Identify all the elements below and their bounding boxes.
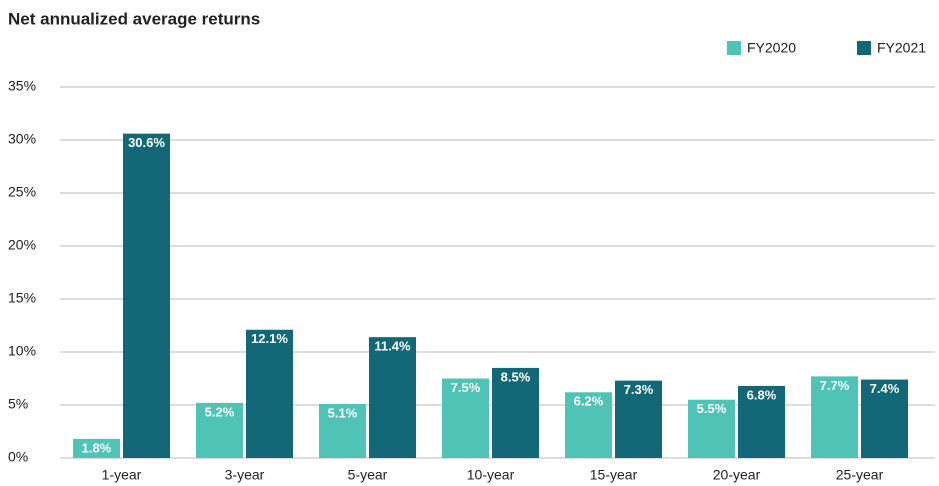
data-label: 5.5% (697, 401, 727, 416)
bar (319, 403, 366, 458)
bar (73, 438, 120, 458)
data-label: 6.2% (574, 394, 604, 409)
x-tick-label: 20-year (713, 467, 761, 483)
bar (615, 380, 662, 458)
y-tick-label: 30% (8, 131, 36, 147)
data-label: 7.3% (624, 382, 654, 397)
bar (369, 337, 416, 458)
bar (492, 367, 539, 458)
data-label: 12.1% (251, 331, 288, 346)
x-tick-label: 1-year (102, 467, 142, 483)
data-label: 7.7% (820, 378, 850, 393)
data-label: 7.4% (870, 381, 900, 396)
bar (688, 399, 735, 458)
legend-label: FY2021 (877, 40, 926, 56)
data-label: 30.6% (128, 135, 165, 150)
data-label: 11.4% (374, 339, 411, 354)
x-tick-label: 25-year (836, 467, 884, 483)
x-tick-label: 10-year (467, 467, 515, 483)
data-label: 5.2% (205, 404, 235, 419)
bar (123, 133, 170, 458)
y-tick-label: 35% (8, 78, 36, 94)
y-tick-label: 25% (8, 184, 36, 200)
x-tick-label: 5-year (348, 467, 388, 483)
legend-swatch (857, 41, 871, 55)
y-tick-label: 0% (8, 449, 28, 465)
y-tick-label: 15% (8, 290, 36, 306)
data-label: 7.5% (451, 380, 481, 395)
bar (861, 379, 908, 458)
y-tick-label: 5% (8, 396, 28, 412)
data-label: 1.8% (82, 440, 112, 455)
bar (196, 402, 243, 458)
data-label: 5.1% (328, 405, 358, 420)
bar (565, 392, 612, 458)
legend-label: FY2020 (747, 40, 796, 56)
legend-swatch (727, 41, 741, 55)
bar (246, 329, 293, 458)
x-tick-label: 3-year (225, 467, 265, 483)
x-tick-label: 15-year (590, 467, 638, 483)
bar (738, 385, 785, 458)
bar (811, 376, 858, 458)
chart-title: Net annualized average returns (8, 9, 260, 28)
data-label: 8.5% (501, 369, 531, 384)
y-tick-label: 10% (8, 343, 36, 359)
bar (442, 378, 489, 458)
data-label: 6.8% (747, 387, 777, 402)
y-tick-label: 20% (8, 237, 36, 253)
